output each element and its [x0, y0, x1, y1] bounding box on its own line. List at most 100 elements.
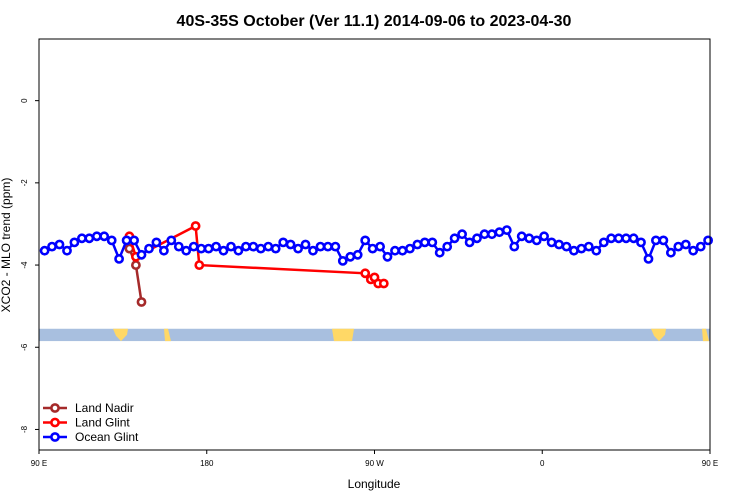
ocean-glint-point: [144, 243, 154, 254]
land-glint-point: [378, 278, 389, 289]
ocean-glint-point: [218, 245, 229, 256]
land-band: [39, 328, 710, 342]
ocean-glint-point: [636, 237, 646, 248]
legend-label-ocean-glint: Ocean Glint: [75, 430, 139, 444]
ocean-glint-point: [382, 251, 393, 262]
ocean-glint-point: [84, 233, 95, 244]
x-tick-label: 0: [540, 459, 545, 468]
ocean-glint-point: [643, 253, 654, 264]
ocean-glint-point: [367, 243, 378, 254]
ocean-glint-point: [166, 235, 177, 246]
ocean-glint-point: [651, 235, 661, 246]
ocean-glint-point: [434, 247, 445, 258]
ocean-glint-point: [54, 239, 65, 250]
ocean-glint-point: [337, 255, 348, 266]
ocean-glint-point: [330, 241, 341, 252]
ocean-glint-point: [457, 229, 467, 240]
land-area: [113, 328, 128, 342]
ocean-glint-point: [509, 241, 520, 252]
x-tick-label: 90 E: [702, 459, 718, 468]
ocean-glint-point: [352, 249, 363, 260]
ocean-glint-point: [226, 241, 236, 252]
ocean-glint-point: [69, 237, 80, 248]
ocean-glint-point: [442, 241, 453, 252]
land-nadir-point: [130, 260, 141, 270]
ocean-glint-point: [114, 253, 124, 264]
ocean-glint-point: [248, 241, 259, 252]
ocean-glint-point: [62, 245, 72, 256]
x-tick-label: 90 E: [31, 459, 47, 468]
ocean-glint-point: [666, 247, 676, 258]
ocean-glint-point: [322, 241, 333, 252]
ocean-glint-point: [375, 241, 385, 252]
ocean-glint-point: [270, 243, 281, 254]
ocean-glint-point: [121, 235, 132, 246]
y-tick-label: -6: [20, 343, 29, 351]
land-nadir-point: [136, 297, 147, 307]
ocean-glint-point: [501, 225, 512, 235]
ocean-glint-point: [129, 235, 139, 246]
ocean-glint-point: [606, 233, 617, 244]
ocean-glint-point: [419, 237, 430, 248]
ocean-glint-point: [524, 233, 535, 244]
ocean-glint-point: [173, 241, 184, 252]
y-tick-label: 0: [20, 98, 29, 103]
land-area: [164, 328, 171, 342]
chart-title: 40S-35S October (Ver 11.1) 2014-09-06 to…: [177, 13, 572, 30]
ocean-glint-point: [345, 251, 356, 262]
ocean-glint-point: [628, 233, 639, 244]
ocean-glint-point: [188, 241, 199, 252]
land-glint-point: [190, 221, 201, 231]
ocean-glint-point: [583, 241, 594, 252]
land-area: [651, 328, 666, 342]
ocean-glint-point: [561, 241, 572, 252]
ocean-glint-point: [308, 245, 318, 256]
ocean-glint-point: [39, 245, 50, 256]
land-glint-point: [360, 268, 371, 279]
ocean-glint-point: [263, 241, 274, 252]
y-axis: 0 -2 -4 -6 -8: [20, 98, 39, 433]
ocean-glint-point: [315, 241, 326, 252]
land-area: [332, 328, 354, 342]
ocean-glint-point: [695, 241, 706, 252]
x-tick-label: 90 W: [365, 459, 384, 468]
ocean-glint-point: [151, 237, 162, 248]
ocean-glint-point: [158, 245, 169, 256]
y-axis-label: XCO2 - MLO trend (ppm): [0, 178, 13, 313]
ocean-glint-point: [285, 239, 296, 250]
legend-marker-land-glint: [50, 417, 60, 428]
ocean-glint-point: [136, 249, 147, 260]
y-tick-label: -2: [20, 179, 29, 187]
ocean-glint-point: [598, 237, 609, 248]
ocean-glint-point: [211, 241, 221, 252]
ocean-glint-point: [449, 233, 460, 244]
land-glint-point: [194, 260, 205, 270]
series-layer: [39, 221, 713, 307]
ocean-glint-point: [472, 233, 482, 244]
ocean-glint-point: [688, 245, 699, 256]
ocean-glint-point: [516, 231, 527, 242]
x-axis-label: Longitude: [348, 477, 401, 491]
ocean-glint-point: [464, 237, 475, 248]
ocean-glint-point: [181, 245, 192, 256]
ocean-glint-point: [591, 245, 602, 256]
ocean-glint-point: [360, 235, 371, 246]
ocean-glint-point: [233, 245, 244, 256]
ocean-glint-point: [427, 237, 438, 248]
legend-label-land-glint: Land Glint: [75, 416, 130, 430]
ocean-glint-point: [486, 229, 497, 240]
ocean-glint-point: [673, 241, 684, 252]
ocean-band: [39, 328, 710, 342]
legend-marker-land-nadir: [50, 403, 60, 413]
ocean-glint-point: [390, 245, 400, 256]
ocean-glint-point: [569, 245, 579, 256]
ocean-glint-point: [621, 233, 631, 244]
y-tick-label: -8: [20, 425, 29, 433]
ocean-glint-point: [658, 235, 669, 246]
ocean-glint-point: [300, 239, 311, 250]
ocean-glint-point: [203, 243, 214, 254]
legend-label-land-nadir: Land Nadir: [75, 401, 134, 415]
ocean-glint-point: [531, 235, 542, 246]
